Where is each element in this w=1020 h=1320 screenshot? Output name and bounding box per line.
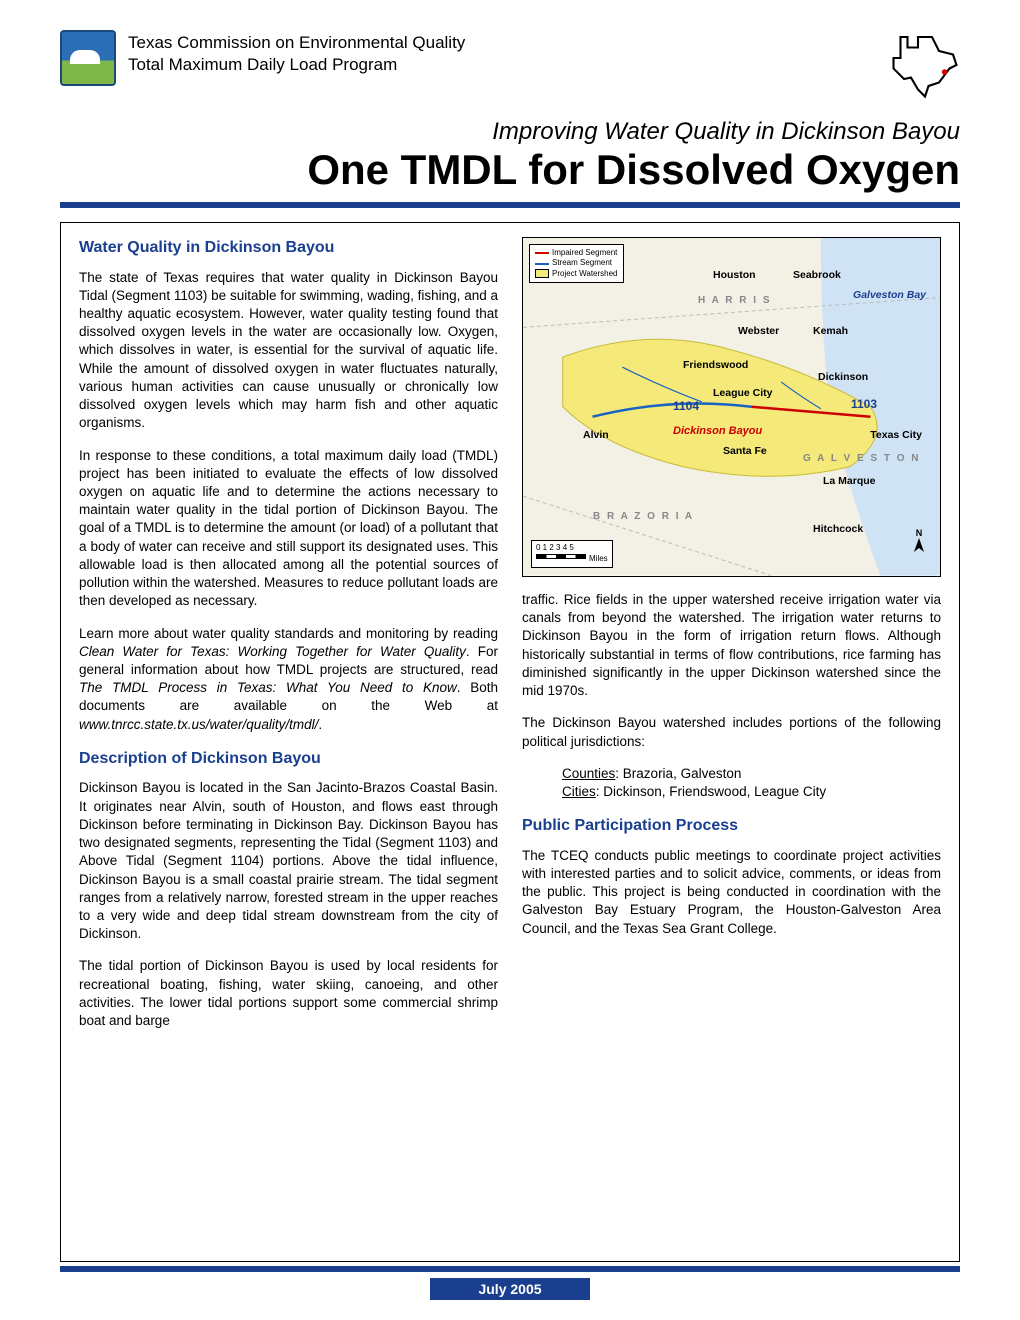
main-title: One TMDL for Dissolved Oxygen — [0, 146, 1020, 202]
map-label: Kemah — [813, 324, 848, 338]
map-label: Texas City — [870, 428, 922, 442]
para: The tidal portion of Dickinson Bayou is … — [79, 957, 498, 1030]
map-label: La Marque — [823, 474, 876, 488]
footer: July 2005 — [60, 1266, 960, 1300]
agency-line-1: Texas Commission on Environmental Qualit… — [128, 32, 465, 54]
para: The TCEQ conducts public meetings to coo… — [522, 847, 941, 938]
texas-outline-icon — [890, 30, 960, 100]
svg-text:N: N — [916, 528, 923, 538]
map-label: Dickinson — [818, 370, 868, 384]
content-frame: Water Quality in Dickinson Bayou The sta… — [60, 222, 960, 1262]
map-scale: 0 1 2 3 4 5 Miles — [531, 540, 613, 568]
tceq-logo — [60, 30, 116, 86]
para: traffic. Rice fields in the upper waters… — [522, 591, 941, 700]
compass-icon: N — [908, 526, 930, 564]
para: In response to these conditions, a total… — [79, 447, 498, 611]
map-label: Galveston Bay — [853, 288, 926, 302]
map-label: Alvin — [583, 428, 609, 442]
para: The Dickinson Bayou watershed includes p… — [522, 714, 941, 750]
map-label: Friendswood — [683, 358, 748, 372]
watershed-map: Impaired Segment Stream Segment Project … — [522, 237, 941, 577]
title-rule — [60, 202, 960, 208]
footer-date: July 2005 — [430, 1278, 590, 1300]
header: Texas Commission on Environmental Qualit… — [0, 0, 1020, 110]
map-label: 1103 — [851, 396, 877, 412]
agency-text: Texas Commission on Environmental Qualit… — [128, 30, 465, 76]
map-label: Houston — [713, 268, 756, 282]
para: Learn more about water quality standards… — [79, 625, 498, 734]
map-label: Hitchcock — [813, 522, 863, 536]
map-label: H A R R I S — [698, 294, 771, 308]
map-label: Dickinson Bayou — [673, 424, 762, 439]
right-column: Impaired Segment Stream Segment Project … — [522, 237, 941, 1211]
jurisdictions-list: Counties: Brazoria, Galveston Cities: Di… — [562, 765, 941, 801]
footer-rule — [60, 1266, 960, 1272]
heading-public-participation: Public Participation Process — [522, 815, 941, 837]
heading-description: Description of Dickinson Bayou — [79, 748, 498, 770]
left-column: Water Quality in Dickinson Bayou The sta… — [79, 237, 498, 1211]
para: The state of Texas requires that water q… — [79, 269, 498, 433]
map-label: 1104 — [673, 398, 699, 414]
map-label: League City — [713, 386, 773, 400]
agency-line-2: Total Maximum Daily Load Program — [128, 54, 465, 76]
map-label: Webster — [738, 324, 779, 338]
para: Dickinson Bayou is located in the San Ja… — [79, 779, 498, 943]
map-label: Santa Fe — [723, 444, 767, 458]
subtitle: Improving Water Quality in Dickinson Bay… — [0, 110, 1020, 146]
map-legend: Impaired Segment Stream Segment Project … — [529, 244, 624, 283]
map-label: Seabrook — [793, 268, 841, 282]
heading-water-quality: Water Quality in Dickinson Bayou — [79, 237, 498, 259]
map-label: G A L V E S T O N — [803, 452, 921, 466]
map-label: B R A Z O R I A — [593, 510, 694, 524]
